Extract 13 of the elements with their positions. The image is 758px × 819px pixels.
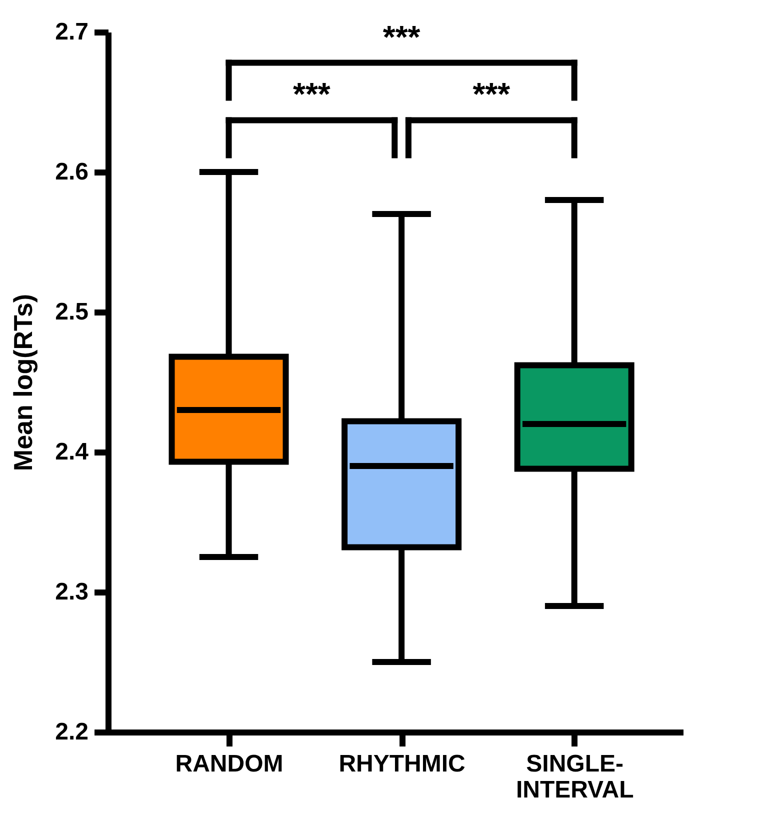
y-tick-label: 2.5 [55,298,88,326]
annotation: *** [382,18,421,55]
y-tick-label: 2.3 [55,578,88,606]
x-tick-label: RHYTHMIC [338,750,466,778]
x-tick-label: SINGLE- INTERVAL [516,750,634,804]
annotation: *** [472,76,511,112]
annotation: *** [293,76,331,112]
y-tick-label: 2.4 [55,438,90,466]
y-tick-label: 2.2 [55,718,88,746]
y-axis-title: Mean log(RTs) [8,294,38,472]
x-tick-label: RANDOM [175,750,284,778]
y-tick-label: 2.7 [55,18,88,46]
y-tick-label: 2.6 [55,158,88,186]
